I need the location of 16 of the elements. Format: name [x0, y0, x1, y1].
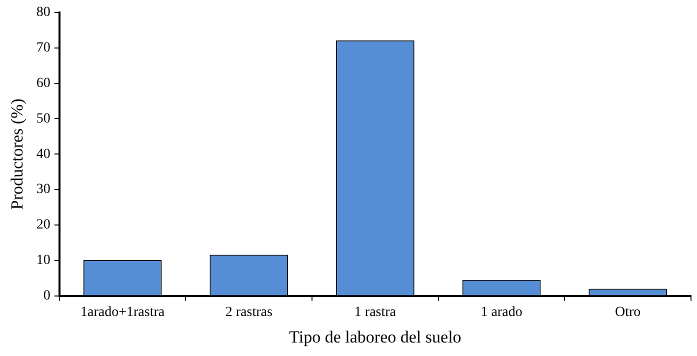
x-tick-label: 2 rastras — [225, 304, 272, 320]
y-tick-label: 50 — [36, 111, 50, 126]
x-tick-label: 1 arado — [480, 304, 522, 320]
y-tick-label: 20 — [36, 218, 50, 233]
y-tick-label: 0 — [43, 288, 50, 304]
x-tick-label: 1arado+1rastra — [80, 304, 166, 320]
y-tick-label: 70 — [36, 40, 50, 56]
y-tick-label: 40 — [36, 146, 50, 162]
x-axis-title: Tipo de laboreo del suelo — [289, 327, 462, 346]
y-tick-label: 30 — [36, 182, 50, 198]
x-tick-label: 1 rastra — [354, 304, 397, 320]
y-axis-title: Productores (%) — [8, 98, 27, 210]
y-tick-label: 10 — [36, 253, 50, 268]
y-tick-label: 60 — [36, 76, 50, 91]
y-tick-label: 80 — [36, 5, 50, 20]
x-tick-label: Otro — [615, 304, 641, 320]
